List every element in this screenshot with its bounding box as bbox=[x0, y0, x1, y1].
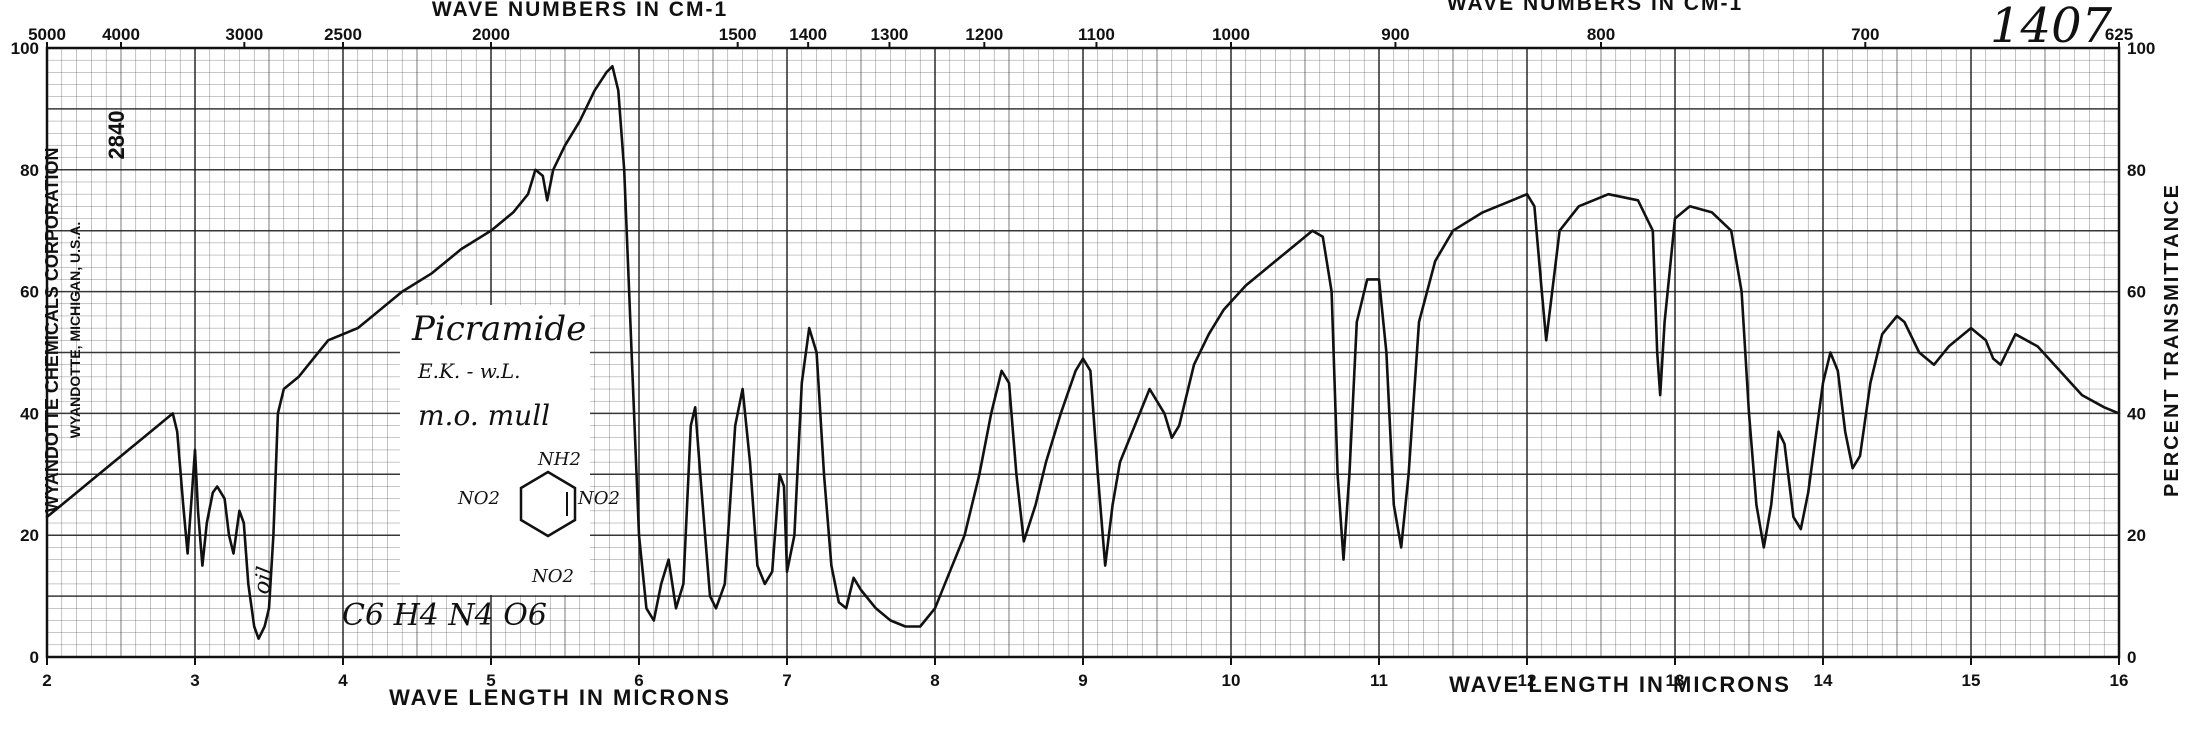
wavenumber-tick-label: 900 bbox=[1381, 25, 1409, 44]
y-tick-labels-right: 0 20 40 60 80 100 bbox=[2127, 39, 2155, 667]
wavenumber-tick-label: 1500 bbox=[719, 25, 757, 44]
compound-name: Picramide bbox=[411, 309, 586, 349]
wavenumber-tick-label: 5000 bbox=[28, 25, 66, 44]
wavenumber-tick-label: 2500 bbox=[324, 25, 362, 44]
y-tick-label-right: 60 bbox=[2127, 283, 2146, 302]
x-tick-label: 5 bbox=[486, 671, 495, 690]
x2-axis-title-right: WAVE NUMBERS IN CM-1 bbox=[1447, 0, 1743, 15]
x-tick-label: 2 bbox=[42, 671, 51, 690]
x-tick-label: 16 bbox=[2110, 671, 2129, 690]
y-tick-label-right: 100 bbox=[2127, 39, 2155, 58]
wavenumber-tick-label: 1200 bbox=[965, 25, 1003, 44]
x-tick-label: 9 bbox=[1078, 671, 1087, 690]
y-tick-label-right: 80 bbox=[2127, 161, 2146, 180]
wavenumber-tick-labels: 5000 4000 3000 2500 2000 1500 1400 1300 1200 1100… bbox=[28, 25, 2133, 48]
no2-right-label: NO2 bbox=[577, 488, 620, 509]
wavenumber-tick-label: 1100 bbox=[1078, 25, 1115, 44]
molecular-formula: C6 H4 N4 O6 bbox=[342, 598, 547, 633]
y-tick-label-left: 20 bbox=[20, 526, 39, 545]
x-tick-label: 12 bbox=[1518, 671, 1537, 690]
y-axis-title: PERCENT TRANSMITTANCE bbox=[2161, 183, 2183, 497]
x-tick-label: 15 bbox=[1962, 671, 1981, 690]
y-tick-label-left: 100 bbox=[11, 39, 39, 58]
x-tick-label: 4 bbox=[338, 671, 348, 690]
x-tick-label: 11 bbox=[1370, 671, 1388, 690]
top-right-number: 1407 bbox=[1990, 0, 2113, 54]
x-tick-label: 13 bbox=[1666, 671, 1685, 690]
x-tick-label: 6 bbox=[634, 671, 643, 690]
band-note: oil bbox=[249, 565, 278, 596]
benzene-ring bbox=[519, 470, 577, 538]
spectrum-line bbox=[45, 65, 2121, 640]
wavenumber-tick-label: 800 bbox=[1587, 25, 1615, 44]
x-tick-label: 10 bbox=[1222, 671, 1241, 690]
chart-number: 2840 bbox=[104, 111, 129, 160]
y-tick-label-right: 20 bbox=[2127, 526, 2146, 545]
wavenumber-tick-label: 2000 bbox=[472, 25, 510, 44]
wavenumber-tick-label: 3000 bbox=[225, 25, 263, 44]
grid bbox=[46, 47, 2120, 658]
x-tick-label: 7 bbox=[782, 671, 791, 690]
x-tick-label: 3 bbox=[190, 671, 199, 690]
manufacturer-label: WYANDOTTE CHEMICALS CORPORATION bbox=[42, 147, 62, 512]
wavenumber-tick-label: 700 bbox=[1851, 25, 1879, 44]
y-tick-label-left: 40 bbox=[20, 404, 39, 423]
wavenumber-tick-label: 1400 bbox=[789, 25, 827, 44]
annotation-box bbox=[400, 305, 590, 595]
y-tick-label-left: 80 bbox=[20, 161, 39, 180]
y-tick-label-left: 60 bbox=[20, 283, 39, 302]
x-tick-label: 8 bbox=[930, 671, 939, 690]
no2-bottom-label: NO2 bbox=[531, 566, 574, 587]
y-tick-label-right: 0 bbox=[2127, 648, 2136, 667]
series-group bbox=[45, 65, 2121, 640]
y-tick-labels-left: 0 20 40 60 80 100 bbox=[11, 39, 39, 667]
sample-medium: m.o. mull bbox=[418, 399, 550, 432]
x-axis-title-right: WAVE LENGTH IN MICRONS bbox=[1449, 672, 1791, 697]
manufacturer-location: WYANDOTTE, MICHIGAN, U.S.A. bbox=[67, 222, 83, 439]
x-tick-label: 14 bbox=[1814, 671, 1833, 690]
x2-axis-title-left: WAVE NUMBERS IN CM-1 bbox=[432, 0, 728, 21]
wavenumber-tick-label: 625 bbox=[2105, 25, 2133, 44]
x-tick-labels: 2 3 4 5 6 7 8 9 10 11 12 13 14 15 16 bbox=[42, 657, 2128, 690]
analyst-initials: E.K. - w.L. bbox=[417, 359, 520, 383]
no2-left-label: NO2 bbox=[457, 488, 500, 509]
x-axis-title-left: WAVE LENGTH IN MICRONS bbox=[389, 685, 731, 710]
wavenumber-tick-label: 1300 bbox=[871, 25, 909, 44]
y-tick-label-right: 40 bbox=[2127, 404, 2146, 423]
wavenumber-tick-label: 1000 bbox=[1212, 25, 1250, 44]
wavenumber-tick-label: 4000 bbox=[102, 25, 140, 44]
y-tick-label-left: 0 bbox=[30, 648, 39, 667]
nh2-label: NH2 bbox=[537, 449, 581, 470]
